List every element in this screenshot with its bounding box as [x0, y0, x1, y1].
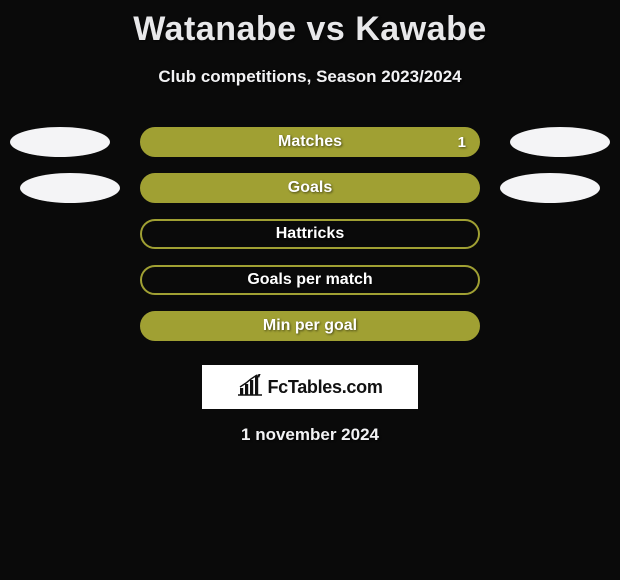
stat-bar: Hattricks	[140, 219, 480, 249]
left-ellipse	[10, 127, 110, 157]
logo-wrap: FcTables.com	[237, 374, 382, 401]
right-ellipse	[500, 173, 600, 203]
page-title: Watanabe vs Kawabe	[0, 0, 620, 49]
date-label: 1 november 2024	[0, 425, 620, 445]
stat-bar: Goals per match	[140, 265, 480, 295]
stat-row: Goals per match	[0, 257, 620, 303]
logo-text: FcTables.com	[267, 377, 382, 398]
stat-rows: Matches 1 Goals Hattricks Goals per match Min…	[0, 119, 620, 349]
stat-row: Matches 1	[0, 119, 620, 165]
stat-label: Min per goal	[263, 317, 357, 335]
stat-row: Hattricks	[0, 211, 620, 257]
logo-box: FcTables.com	[202, 365, 418, 409]
stat-label: Goals per match	[247, 271, 372, 289]
stat-label: Matches	[278, 133, 342, 151]
stat-label: Hattricks	[276, 225, 344, 243]
stat-bar: Matches 1	[140, 127, 480, 157]
stat-row: Goals	[0, 165, 620, 211]
stat-value-right: 1	[458, 134, 466, 151]
stat-label: Goals	[288, 179, 332, 197]
left-ellipse	[20, 173, 120, 203]
subtitle: Club competitions, Season 2023/2024	[0, 67, 620, 87]
right-ellipse	[510, 127, 610, 157]
stat-row: Min per goal	[0, 303, 620, 349]
chart-icon	[237, 374, 263, 401]
stat-bar: Goals	[140, 173, 480, 203]
stat-bar: Min per goal	[140, 311, 480, 341]
